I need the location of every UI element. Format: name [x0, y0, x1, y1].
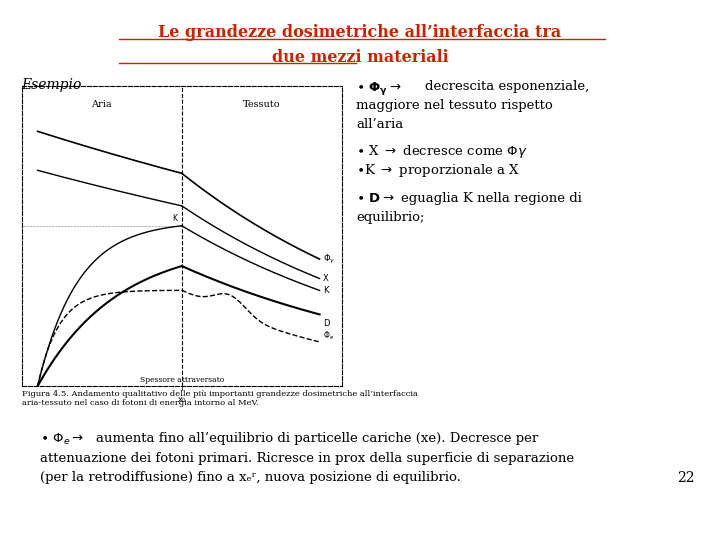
Text: $\bullet$ $\mathbf{D}$$\rightarrow$: $\bullet$ $\mathbf{D}$$\rightarrow$ — [356, 192, 395, 205]
Text: X: X — [323, 274, 328, 283]
Text: $\bullet$ $\Phi_e$$\rightarrow$: $\bullet$ $\Phi_e$$\rightarrow$ — [40, 432, 84, 447]
Text: Tessuto: Tessuto — [243, 100, 281, 110]
Text: aumenta fino all’equilibrio di particelle cariche (xe). Decresce per: aumenta fino all’equilibrio di particell… — [96, 432, 538, 445]
Text: $\bullet$ $\mathbf{\Phi_\gamma}$$\rightarrow$: $\bullet$ $\mathbf{\Phi_\gamma}$$\righta… — [356, 80, 402, 97]
Text: Esempio: Esempio — [22, 78, 82, 92]
Text: $\Phi_e$: $\Phi_e$ — [323, 330, 334, 342]
Text: Spessore attraversato: Spessore attraversato — [140, 376, 224, 383]
Text: decrescita esponenziale,: decrescita esponenziale, — [425, 80, 589, 93]
Text: $\bullet$K $\rightarrow$ proporzionale a X: $\bullet$K $\rightarrow$ proporzionale a… — [356, 162, 521, 179]
Text: D: D — [323, 319, 329, 328]
Text: $\bullet$ X $\rightarrow$ decresce come $\Phi\gamma$: $\bullet$ X $\rightarrow$ decresce come … — [356, 143, 528, 159]
Text: Aria: Aria — [91, 100, 112, 110]
Text: due mezzi materiali: due mezzi materiali — [271, 49, 449, 65]
Text: Figura 4.5. Andamento qualitativo delle più importanti grandezze dosimetriche al: Figura 4.5. Andamento qualitativo delle … — [22, 390, 418, 407]
Text: $\Phi_\gamma$: $\Phi_\gamma$ — [323, 253, 336, 266]
Text: Le grandezze dosimetriche all’interfaccia tra: Le grandezze dosimetriche all’interfacci… — [158, 24, 562, 41]
Text: eguaglia K nella regione di: eguaglia K nella regione di — [401, 192, 582, 205]
Text: maggiore nel tessuto rispetto: maggiore nel tessuto rispetto — [356, 99, 553, 112]
Text: equilibrio;: equilibrio; — [356, 211, 425, 224]
Text: all’aria: all’aria — [356, 118, 404, 131]
Text: 22: 22 — [678, 471, 695, 485]
Text: (per la retrodiffusione) fino a xₑʳ, nuova posizione di equilibrio.: (per la retrodiffusione) fino a xₑʳ, nuo… — [40, 471, 461, 484]
Text: K: K — [172, 214, 177, 223]
Text: K: K — [323, 286, 328, 295]
Text: attenuazione dei fotoni primari. Ricresce in prox della superficie di separazion: attenuazione dei fotoni primari. Ricresc… — [40, 452, 574, 465]
